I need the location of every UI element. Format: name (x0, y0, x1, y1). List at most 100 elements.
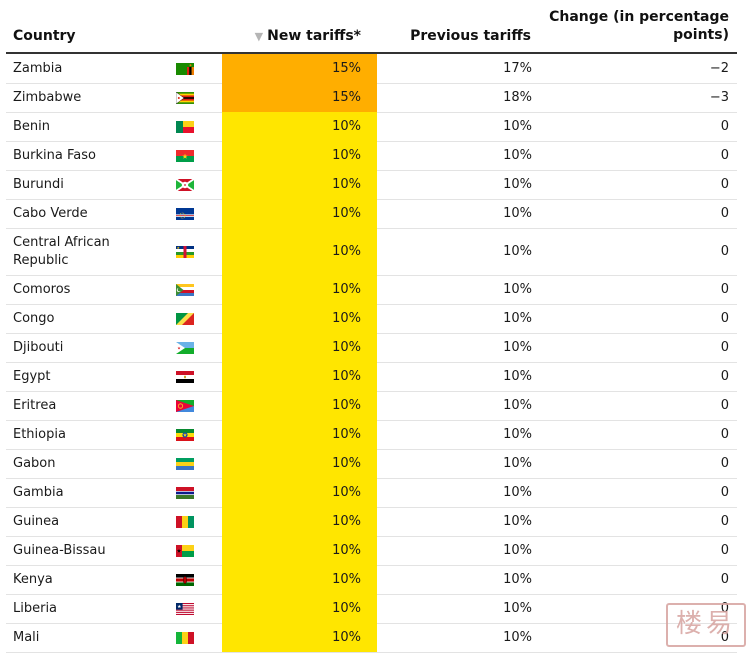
change-cell: 0 (720, 311, 729, 326)
previous-tariff-cell: 10% (503, 369, 532, 384)
country-name: Congo (13, 310, 55, 326)
new-tariff-cell: 10% (222, 112, 377, 141)
table-row: Burkina Faso 10% 10% 0 (6, 141, 737, 171)
country-name: Ethiopia (13, 426, 66, 442)
table-row: Egypt 10% 10% 0 (6, 362, 737, 392)
change-cell: −3 (709, 90, 729, 105)
country-name: Gabon (13, 455, 56, 471)
country-name: Gambia (13, 484, 64, 500)
new-tariff-cell: 10% (222, 228, 377, 275)
change-cell: 0 (720, 514, 729, 529)
change-cell: 0 (720, 427, 729, 442)
previous-tariff-cell: 10% (503, 206, 532, 221)
table-row: Gabon 10% 10% 0 (6, 449, 737, 479)
country-name: Guinea-Bissau (13, 542, 106, 558)
previous-tariff-cell: 10% (503, 311, 532, 326)
header-new-tariffs[interactable]: ▼ New tariffs* (255, 27, 361, 46)
country-name: Kenya (13, 571, 53, 587)
burundi-flag (176, 170, 194, 199)
sort-desc-icon: ▼ (254, 30, 264, 43)
new-tariff-cell: 15% (222, 83, 377, 112)
new-tariff-cell: 10% (222, 478, 377, 507)
watermark-stamp-icon: 楼易 (666, 603, 746, 647)
new-tariff-cell: 10% (222, 199, 377, 228)
gabon-flag (176, 449, 194, 478)
table-row: Central African Republic 10% 10% 0 (6, 228, 737, 276)
table-row: Comoros 10% 10% 0 (6, 275, 737, 305)
table-row: Kenya 10% 10% 0 (6, 565, 737, 595)
change-cell: 0 (720, 148, 729, 163)
header-country[interactable]: Country (13, 28, 76, 44)
change-cell: 0 (720, 485, 729, 500)
new-tariff-cell: 10% (222, 304, 377, 333)
table-row: Djibouti 10% 10% 0 (6, 333, 737, 363)
change-cell: 0 (720, 119, 729, 134)
table-row: Benin 10% 10% 0 (6, 112, 737, 142)
change-cell: 0 (720, 456, 729, 471)
country-name: Guinea (13, 513, 60, 529)
previous-tariff-cell: 10% (503, 543, 532, 558)
change-cell: 0 (720, 282, 729, 297)
cabo-verde-flag (176, 199, 194, 228)
country-name: Burkina Faso (13, 147, 96, 163)
previous-tariff-cell: 10% (503, 119, 532, 134)
new-tariff-cell: 10% (222, 507, 377, 536)
country-name: Central African Republic (13, 234, 110, 268)
header-new-tariffs-label: New tariffs* (267, 28, 361, 44)
new-tariff-cell: 10% (222, 594, 377, 623)
new-tariff-cell: 10% (222, 362, 377, 391)
table-row: Guinea-Bissau 10% 10% 0 (6, 536, 737, 566)
new-tariff-cell: 10% (222, 141, 377, 170)
table-row: Mali 10% 10% 0 (6, 623, 737, 653)
table-row: Gambia 10% 10% 0 (6, 478, 737, 508)
change-cell: 0 (720, 177, 729, 192)
table-header: Country ▼ New tariffs* Previous tariffs C… (6, 0, 737, 54)
comoros-flag (176, 275, 194, 304)
table-row: Guinea 10% 10% 0 (6, 507, 737, 537)
new-tariff-cell: 10% (222, 333, 377, 362)
congo-flag (176, 304, 194, 333)
previous-tariff-cell: 10% (503, 282, 532, 297)
new-tariff-cell: 15% (222, 54, 377, 83)
new-tariff-cell: 10% (222, 623, 377, 652)
previous-tariff-cell: 10% (503, 630, 532, 645)
gambia-flag (176, 478, 194, 507)
zambia-flag (176, 54, 194, 83)
country-name: Benin (13, 118, 51, 134)
new-tariff-cell: 10% (222, 565, 377, 594)
header-change[interactable]: Change (in percentage points) (549, 9, 729, 43)
new-tariff-cell: 10% (222, 449, 377, 478)
change-cell: 0 (720, 206, 729, 221)
country-name: Mali (13, 629, 40, 645)
previous-tariff-cell: 10% (503, 456, 532, 471)
country-name: Egypt (13, 368, 51, 384)
liberia-flag (176, 594, 194, 623)
previous-tariff-cell: 10% (503, 601, 532, 616)
change-cell: 0 (720, 601, 729, 616)
previous-tariff-cell: 18% (503, 90, 532, 105)
ethiopia-flag (176, 420, 194, 449)
table-row: Zimbabwe 15% 18% −3 (6, 83, 737, 113)
central-african-republic-flag (176, 228, 194, 275)
country-name: Zimbabwe (13, 89, 82, 105)
country-name: Burundi (13, 176, 64, 192)
table-row: Congo 10% 10% 0 (6, 304, 737, 334)
table-row: Zambia 15% 17% −2 (6, 54, 737, 84)
change-cell: 0 (720, 244, 729, 259)
table-row: Burundi 10% 10% 0 (6, 170, 737, 200)
table-row: Ethiopia 10% 10% 0 (6, 420, 737, 450)
change-cell: 0 (720, 543, 729, 558)
change-cell: 0 (720, 340, 729, 355)
guinea-flag (176, 507, 194, 536)
egypt-flag (176, 362, 194, 391)
country-name: Comoros (13, 281, 71, 297)
country-name: Djibouti (13, 339, 64, 355)
previous-tariff-cell: 17% (503, 61, 532, 76)
previous-tariff-cell: 10% (503, 177, 532, 192)
zimbabwe-flag (176, 83, 194, 112)
header-previous-tariffs[interactable]: Previous tariffs (410, 28, 531, 44)
previous-tariff-cell: 10% (503, 572, 532, 587)
previous-tariff-cell: 10% (503, 485, 532, 500)
country-name: Eritrea (13, 397, 57, 413)
country-name: Cabo Verde (13, 205, 88, 221)
